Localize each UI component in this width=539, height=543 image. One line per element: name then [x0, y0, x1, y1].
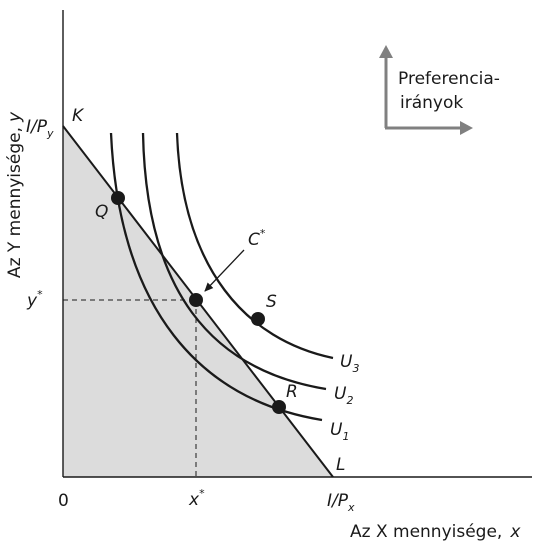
origin-label: 0 — [58, 491, 69, 511]
c-star-arrow — [204, 249, 245, 292]
y-intercept-label: I/Py — [26, 117, 54, 140]
point-s — [251, 312, 265, 326]
point-r-label: R — [286, 382, 298, 402]
y-axis-title: Az Y mennyisége,y — [5, 111, 25, 278]
point-q-label: Q — [95, 202, 108, 222]
x-axis-title: Az X mennyisége, x — [350, 522, 521, 542]
budget-bottom-label-l: L — [336, 455, 345, 475]
indifference-curve-u2 — [141, 132, 327, 391]
curve-u3-label: U3 — [340, 352, 359, 375]
point-q — [111, 191, 125, 205]
curve-u2-label: U2 — [334, 384, 353, 407]
curve-u1-label: U1 — [330, 420, 349, 443]
budget-top-label-k: K — [72, 106, 85, 126]
c-star-label: C* — [248, 227, 266, 250]
point-c-star — [189, 293, 203, 307]
preference-label-line2: irányok — [400, 93, 463, 113]
indifference-curve-u3 — [175, 132, 334, 360]
point-r — [272, 400, 286, 414]
y-star-label: y* — [26, 288, 43, 311]
x-star-label: x* — [188, 487, 205, 510]
x-intercept-label: I/Px — [327, 491, 355, 514]
preference-label-line1: Preferencia- — [398, 69, 500, 89]
point-s-label: S — [266, 292, 277, 312]
preference-direction-icon — [379, 45, 473, 135]
